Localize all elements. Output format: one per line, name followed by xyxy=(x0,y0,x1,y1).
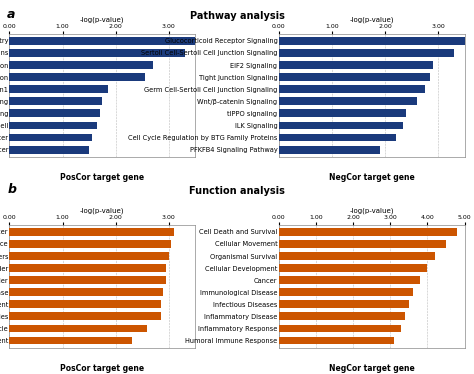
Bar xyxy=(9,37,195,45)
Bar xyxy=(9,73,145,81)
Bar xyxy=(9,300,161,308)
Bar xyxy=(279,37,465,45)
Bar xyxy=(279,73,430,81)
Bar xyxy=(9,134,92,141)
Bar xyxy=(279,300,409,308)
Bar xyxy=(279,85,425,93)
Bar xyxy=(9,337,131,344)
Bar xyxy=(279,49,454,57)
Bar xyxy=(279,122,403,129)
Bar xyxy=(279,276,420,284)
Bar xyxy=(9,110,100,117)
Bar xyxy=(9,276,166,284)
Bar xyxy=(9,264,166,272)
Text: a: a xyxy=(7,7,16,21)
Bar xyxy=(9,122,97,129)
Bar xyxy=(279,325,401,332)
Bar xyxy=(279,97,417,105)
Bar xyxy=(279,146,380,154)
Bar xyxy=(279,288,412,296)
Bar xyxy=(9,313,161,321)
Bar xyxy=(9,240,171,248)
Bar xyxy=(9,288,164,296)
Text: NegCor target gene: NegCor target gene xyxy=(329,364,415,373)
Bar xyxy=(279,240,446,248)
Bar xyxy=(9,85,108,93)
Bar xyxy=(279,110,406,117)
Text: Pathway analysis: Pathway analysis xyxy=(190,10,284,21)
Bar xyxy=(9,146,89,154)
Bar xyxy=(279,252,435,260)
X-axis label: -log(p-value): -log(p-value) xyxy=(349,208,394,214)
Bar xyxy=(9,228,174,236)
Text: PosCor target gene: PosCor target gene xyxy=(60,173,145,182)
Bar xyxy=(9,252,169,260)
Text: NegCor target gene: NegCor target gene xyxy=(329,173,415,182)
Text: PosCor target gene: PosCor target gene xyxy=(60,364,145,373)
Bar xyxy=(279,134,395,141)
X-axis label: -log(p-value): -log(p-value) xyxy=(349,17,394,23)
Bar xyxy=(279,337,394,344)
Bar xyxy=(9,49,184,57)
Text: Function analysis: Function analysis xyxy=(189,186,285,196)
Text: b: b xyxy=(7,183,16,196)
Bar xyxy=(279,228,457,236)
Bar xyxy=(9,325,147,332)
X-axis label: -log(p-value): -log(p-value) xyxy=(80,17,125,23)
X-axis label: -log(p-value): -log(p-value) xyxy=(80,208,125,214)
Bar xyxy=(279,313,405,321)
Bar xyxy=(279,264,428,272)
Bar xyxy=(279,61,433,69)
Bar xyxy=(9,61,153,69)
Bar xyxy=(9,97,102,105)
